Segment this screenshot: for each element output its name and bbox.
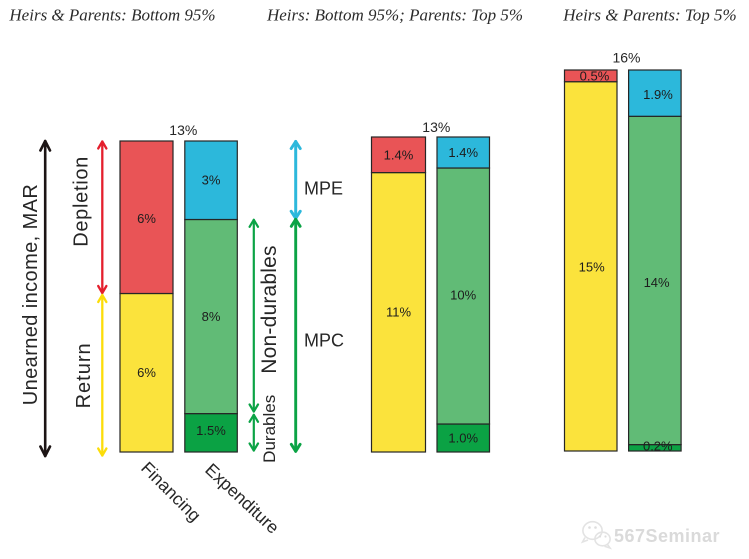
svg-text:16%: 16% [612, 50, 640, 66]
svg-text:8%: 8% [202, 309, 221, 324]
svg-text:1.4%: 1.4% [448, 145, 478, 160]
svg-text:Heirs & Parents: Top 5%: Heirs & Parents: Top 5% [562, 6, 736, 25]
svg-text:MPC: MPC [304, 331, 344, 351]
svg-text:3%: 3% [202, 173, 221, 188]
svg-text:6%: 6% [137, 365, 156, 380]
svg-text:Heirs & Parents: Bottom 95%: Heirs & Parents: Bottom 95% [8, 6, 215, 25]
svg-text:0.2%: 0.2% [643, 439, 673, 454]
svg-text:MPE: MPE [304, 178, 343, 198]
svg-text:567Seminar: 567Seminar [614, 526, 720, 546]
svg-text:6%: 6% [137, 211, 156, 226]
svg-text:Durables: Durables [260, 395, 279, 463]
svg-text:Return: Return [73, 342, 95, 408]
svg-text:10%: 10% [450, 288, 476, 303]
svg-text:11%: 11% [386, 305, 411, 320]
svg-text:0.5%: 0.5% [580, 69, 610, 84]
svg-text:13%: 13% [169, 122, 197, 138]
svg-text:14%: 14% [644, 275, 670, 290]
svg-text:Heirs: Bottom 95%; Parents: To: Heirs: Bottom 95%; Parents: Top 5% [266, 6, 523, 25]
svg-text:Non-durables: Non-durables [258, 245, 281, 373]
svg-text:13%: 13% [422, 119, 450, 135]
svg-text:Depletion: Depletion [70, 156, 92, 247]
svg-text:Unearned income, MAR: Unearned income, MAR [20, 184, 42, 405]
svg-text:1.0%: 1.0% [448, 431, 478, 446]
svg-text:1.5%: 1.5% [196, 423, 226, 438]
svg-text:1.9%: 1.9% [643, 87, 673, 102]
svg-text:1.4%: 1.4% [384, 148, 414, 163]
svg-text:15%: 15% [579, 260, 605, 275]
